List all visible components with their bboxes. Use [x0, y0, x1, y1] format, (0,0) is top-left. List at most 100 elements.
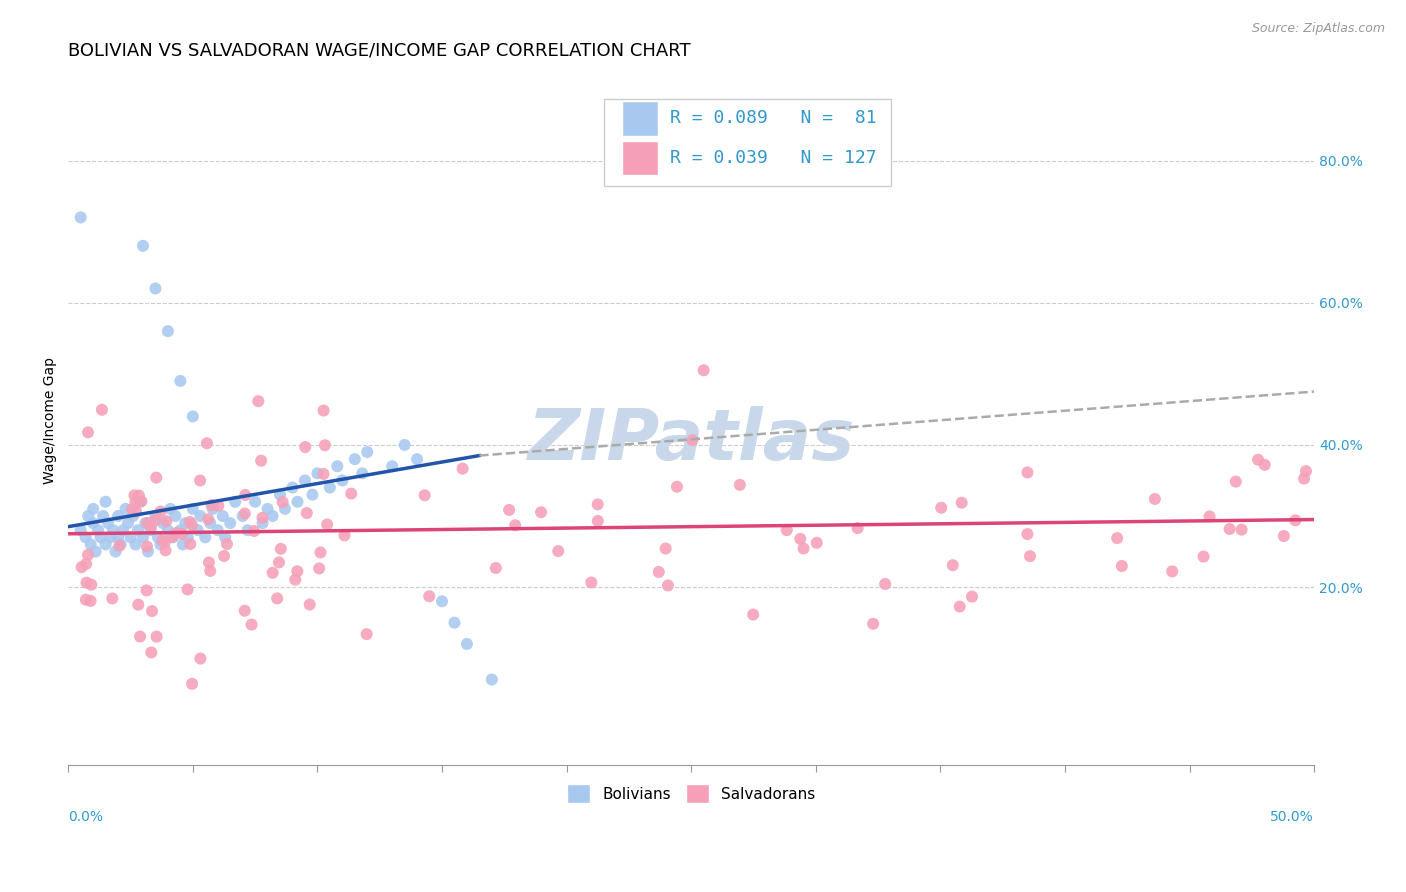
Point	[789, 532, 811, 546]
Point	[145, 470, 167, 484]
Point	[250, 453, 273, 467]
Point	[298, 598, 321, 612]
Point	[197, 512, 219, 526]
Point	[82, 516, 104, 530]
Point	[406, 452, 429, 467]
Point	[145, 508, 167, 523]
Point	[503, 518, 526, 533]
Point	[929, 500, 952, 515]
Point	[155, 514, 177, 528]
Point	[294, 440, 316, 454]
Point	[107, 530, 129, 544]
Point	[247, 394, 270, 409]
Point	[252, 511, 274, 525]
Point	[547, 544, 569, 558]
Point	[274, 502, 297, 516]
Legend: Bolivians, Salvadorans: Bolivians, Salvadorans	[561, 778, 821, 809]
Point	[243, 495, 266, 509]
Point	[146, 530, 169, 544]
Point	[284, 573, 307, 587]
Point	[481, 673, 503, 687]
Point	[381, 459, 404, 474]
Point	[215, 537, 238, 551]
Point	[143, 513, 166, 527]
Point	[960, 590, 983, 604]
Point	[806, 536, 828, 550]
Point	[456, 637, 478, 651]
Point	[136, 544, 159, 558]
Point	[87, 523, 110, 537]
Point	[485, 561, 508, 575]
Point	[314, 438, 336, 452]
Point	[132, 239, 155, 253]
Text: 0.0%: 0.0%	[69, 810, 103, 823]
Point	[124, 496, 146, 510]
Point	[1254, 458, 1277, 472]
Point	[443, 615, 465, 630]
Point	[136, 516, 159, 530]
Point	[177, 530, 200, 544]
Point	[127, 598, 149, 612]
FancyBboxPatch shape	[623, 142, 658, 175]
Point	[152, 516, 174, 530]
Point	[100, 530, 122, 544]
Point	[340, 486, 363, 500]
Point	[266, 591, 288, 606]
Point	[135, 583, 157, 598]
Point	[181, 518, 204, 533]
Point	[169, 374, 191, 388]
Point	[181, 677, 204, 691]
Point	[101, 591, 124, 606]
Point	[194, 530, 217, 544]
Point	[285, 564, 308, 578]
Point	[162, 530, 184, 544]
Point	[149, 504, 172, 518]
Point	[128, 488, 150, 502]
Point	[124, 488, 146, 502]
Point	[654, 541, 676, 556]
Point	[232, 508, 254, 523]
Point	[312, 403, 335, 417]
Point	[312, 467, 335, 481]
Point	[326, 459, 349, 474]
Point	[190, 651, 212, 665]
Point	[69, 211, 91, 225]
Point	[681, 433, 703, 447]
Point	[269, 488, 291, 502]
Point	[136, 540, 159, 554]
Point	[309, 545, 332, 559]
Point	[1230, 523, 1253, 537]
Point	[281, 481, 304, 495]
Point	[430, 594, 453, 608]
Point	[107, 508, 129, 523]
Point	[172, 537, 194, 551]
Point	[224, 495, 246, 509]
Point	[139, 519, 162, 533]
Point	[308, 561, 330, 575]
Point	[333, 528, 356, 542]
Point	[262, 508, 284, 523]
Point	[145, 281, 167, 295]
Point	[319, 481, 342, 495]
Point	[80, 577, 103, 591]
Point	[127, 523, 149, 537]
Point	[181, 409, 204, 424]
Point	[233, 604, 256, 618]
Point	[112, 523, 135, 537]
Point	[200, 516, 222, 530]
Point	[122, 508, 145, 523]
Point	[1225, 475, 1247, 489]
Point	[330, 474, 353, 488]
Point	[665, 480, 688, 494]
Point	[156, 523, 179, 537]
Point	[942, 558, 965, 573]
Text: Source: ZipAtlas.com: Source: ZipAtlas.com	[1251, 22, 1385, 36]
Point	[198, 556, 221, 570]
Point	[219, 516, 242, 530]
Point	[117, 516, 139, 530]
Point	[212, 549, 235, 563]
Point	[169, 523, 191, 537]
Point	[1017, 466, 1039, 480]
Point	[1198, 509, 1220, 524]
Point	[162, 530, 184, 544]
